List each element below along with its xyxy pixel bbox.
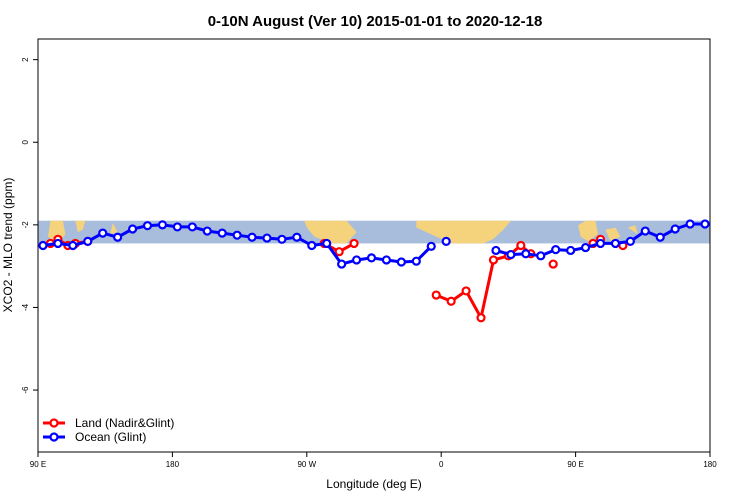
- data-point: [506, 249, 516, 260]
- x-tick-label: 90 E: [30, 460, 46, 469]
- series-line: [435, 244, 532, 320]
- data-point: [157, 220, 168, 230]
- x-tick-label: 0: [439, 460, 444, 469]
- legend-label: Ocean (Glint): [75, 430, 146, 444]
- data-point: [441, 236, 451, 246]
- x-tick-label: 90 E: [567, 460, 583, 469]
- data-point: [337, 259, 347, 269]
- y-axis: 2 0 -2 -4 -6: [21, 57, 38, 394]
- data-point: [625, 236, 635, 246]
- data-point: [396, 257, 406, 267]
- legend-item: Land (Nadir&Glint): [43, 416, 174, 430]
- data-point: [187, 222, 197, 232]
- data-point: [700, 219, 710, 229]
- data-point: [247, 232, 257, 242]
- data-point: [491, 245, 501, 256]
- x-tick-label: 180: [703, 460, 717, 469]
- x-axis-label: Longitude (deg E): [326, 477, 421, 491]
- series-ocean: [38, 219, 710, 269]
- y-axis-label: XCO2 - MLO trend (ppm): [1, 178, 15, 313]
- y-tick-label: -4: [21, 303, 30, 311]
- data-point: [610, 238, 621, 249]
- background-map: [38, 220, 710, 244]
- data-point: [381, 255, 392, 265]
- legend-marker: [49, 418, 59, 428]
- data-point: [655, 232, 665, 242]
- data-point: [53, 238, 63, 249]
- legend-marker: [49, 432, 59, 442]
- data-point: [322, 238, 332, 249]
- legend: Land (Nadir&Glint)Ocean (Glint): [43, 416, 174, 444]
- data-point: [595, 238, 606, 249]
- legend-item: Ocean (Glint): [43, 430, 146, 444]
- data-point: [202, 226, 212, 236]
- data-point: [351, 255, 362, 265]
- data-point: [277, 234, 287, 244]
- data-point: [431, 290, 441, 300]
- land-shape: [578, 220, 598, 242]
- data-point: [516, 240, 526, 251]
- data-point: [113, 232, 123, 242]
- y-tick-label: 2: [21, 57, 30, 62]
- legend-label: Land (Nadir&Glint): [75, 416, 174, 430]
- data-point: [521, 249, 531, 259]
- data-point: [232, 230, 242, 240]
- data-point: [334, 247, 344, 257]
- data-point: [349, 238, 359, 249]
- data-point: [476, 313, 486, 323]
- data-point: [488, 255, 499, 265]
- land-shape: [75, 220, 86, 233]
- data-point: [446, 296, 456, 306]
- data-point: [142, 221, 153, 231]
- data-point: [580, 242, 591, 253]
- data-point: [461, 286, 471, 296]
- ocean-band: [38, 220, 710, 244]
- data-point: [551, 245, 561, 255]
- data-point: [262, 233, 272, 243]
- data-point: [548, 259, 558, 269]
- y-tick-label: -6: [21, 386, 30, 394]
- plot-frame: [37, 38, 711, 453]
- data-point: [292, 232, 302, 242]
- data-point: [38, 240, 48, 251]
- data-point: [426, 241, 436, 251]
- data-point: [670, 224, 680, 234]
- data-point: [411, 256, 421, 266]
- y-tick-label: 0: [21, 139, 30, 144]
- x-tick-label: 90 W: [297, 460, 316, 469]
- data-point: [127, 224, 138, 234]
- land-shape: [605, 227, 621, 242]
- land-shape: [627, 225, 638, 235]
- data-point: [172, 222, 182, 232]
- x-axis: 90 E 180 90 W 0 90 E 180: [30, 452, 717, 469]
- series-land: [45, 234, 628, 323]
- land-shape: [304, 220, 357, 244]
- land-shape: [110, 223, 118, 235]
- data-point: [685, 219, 695, 229]
- series-layer: [38, 219, 710, 323]
- chart-title: 0-10N August (Ver 10) 2015-01-01 to 2020…: [208, 13, 543, 30]
- data-point: [217, 228, 227, 238]
- land-shape: [416, 220, 511, 244]
- data-point: [68, 240, 78, 251]
- data-point: [83, 236, 93, 246]
- data-point: [98, 228, 108, 238]
- data-point: [307, 240, 317, 251]
- y-tick-label: -2: [21, 221, 30, 229]
- data-point: [566, 245, 576, 256]
- data-point: [366, 253, 377, 263]
- data-point: [536, 251, 546, 261]
- x-tick-label: 180: [166, 460, 180, 469]
- data-point: [640, 226, 650, 236]
